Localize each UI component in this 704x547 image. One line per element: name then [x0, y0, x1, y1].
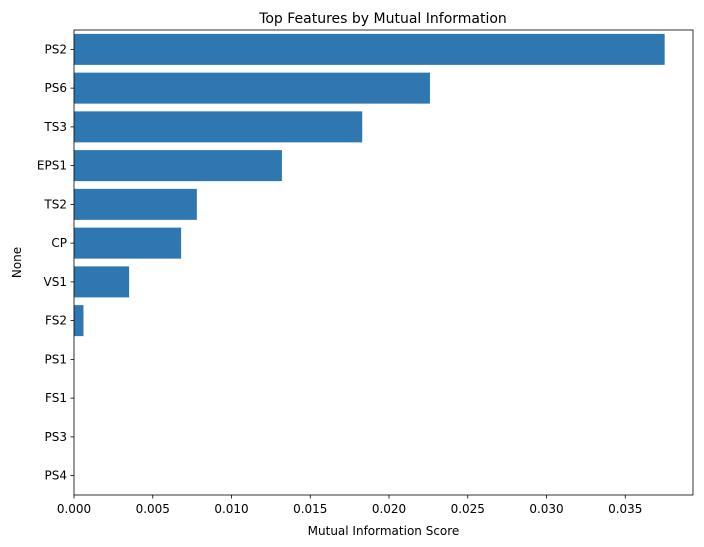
x-axis-ticks: 0.000 0.005 0.010 0.015 0.020 0.025 0.030 0.035: [57, 495, 642, 516]
y-tick-label: PS6: [45, 81, 68, 95]
x-tick-label: 0.030: [529, 502, 563, 516]
y-tick-label: PS4: [45, 469, 68, 483]
y-tick-label: PS1: [45, 352, 68, 366]
bar-ps6: [74, 72, 430, 104]
x-tick-label: 0.005: [136, 502, 170, 516]
bar-eps1: [74, 150, 282, 182]
x-tick-label: 0.010: [214, 502, 248, 516]
x-tick-label: 0.025: [451, 502, 485, 516]
y-tick-label: FS2: [45, 314, 67, 328]
y-tick-label: CP: [51, 236, 67, 250]
bar-ps2: [74, 33, 665, 65]
x-tick-label: 0.035: [608, 502, 642, 516]
bar-fs2: [74, 305, 84, 337]
y-axis-ticks: PS2 PS6 TS3 EPS1 TS2 CP VS1 FS2 PS1 FS1 PS3 PS4: [37, 42, 74, 483]
y-tick-label: FS1: [45, 391, 67, 405]
bar-vs1: [74, 266, 130, 298]
y-axis-label: None: [10, 247, 24, 278]
plot-area-frame: [73, 29, 694, 496]
chart-title: Top Features by Mutual Information: [258, 11, 507, 27]
x-tick-label: 0.020: [372, 502, 406, 516]
y-tick-label: PS2: [45, 42, 68, 56]
y-tick-label: PS3: [45, 430, 68, 444]
x-tick-label: 0.000: [57, 502, 91, 516]
y-tick-label: EPS1: [37, 159, 67, 173]
bar-cp: [74, 227, 182, 259]
x-axis-label: Mutual Information Score: [308, 524, 460, 538]
y-tick-label: TS3: [43, 120, 67, 134]
bar-ts3: [74, 111, 363, 143]
bars-group: [74, 33, 665, 337]
bar-ts2: [74, 188, 197, 220]
x-tick-label: 0.015: [293, 502, 327, 516]
y-tick-label: TS2: [43, 197, 67, 211]
y-tick-label: VS1: [44, 275, 67, 289]
